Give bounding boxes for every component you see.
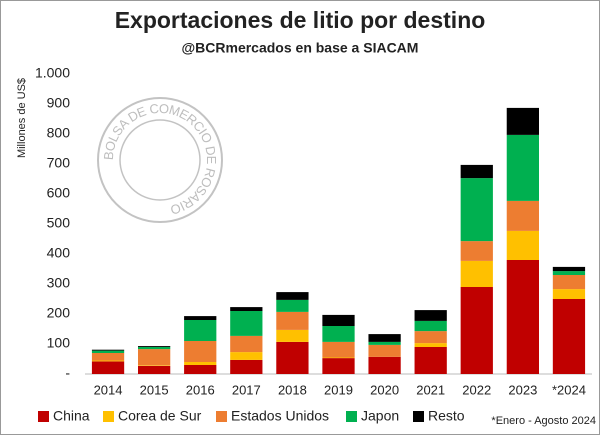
y-tick-label: 300 bbox=[47, 275, 71, 291]
bar-segment bbox=[460, 164, 493, 179]
bar-segment bbox=[506, 260, 539, 374]
bar-segment bbox=[322, 357, 355, 359]
bar-segment bbox=[230, 307, 263, 311]
legend-swatch bbox=[216, 411, 227, 422]
bar-segment bbox=[414, 331, 447, 344]
bar-segment bbox=[138, 349, 171, 366]
bar-segment bbox=[414, 347, 447, 374]
legend-label: Estados Unidos bbox=[231, 408, 329, 424]
y-tick-label: 100 bbox=[47, 335, 71, 351]
bar-segment bbox=[184, 341, 217, 362]
bar-segment bbox=[138, 365, 171, 374]
bar-segment bbox=[414, 343, 447, 347]
bar-segment bbox=[506, 200, 539, 231]
bar-segment bbox=[552, 266, 586, 272]
bar-segment bbox=[230, 311, 263, 336]
bar-segment bbox=[276, 329, 309, 342]
bar-segment bbox=[91, 361, 125, 374]
x-tick-label: 2014 bbox=[94, 382, 123, 397]
bar-segment bbox=[322, 341, 355, 358]
bar-segment bbox=[506, 230, 539, 260]
bar-segment bbox=[506, 107, 539, 135]
bar-segment bbox=[276, 341, 309, 374]
bar-segment bbox=[91, 353, 125, 361]
bar-segment bbox=[322, 314, 355, 326]
x-tick-label: 2017 bbox=[232, 382, 261, 397]
y-tick-label: 600 bbox=[47, 185, 71, 201]
bar-segment bbox=[184, 320, 217, 341]
chart-title: Exportaciones de litio por destino bbox=[115, 7, 486, 33]
y-tick-label: 200 bbox=[47, 305, 71, 321]
legend-label: Japon bbox=[361, 408, 399, 424]
bar-segment bbox=[460, 178, 493, 242]
footnote: *Enero - Agosto 2024 bbox=[491, 415, 596, 427]
bar-segment bbox=[276, 292, 309, 300]
bar-segment bbox=[414, 320, 447, 332]
bar-segment bbox=[276, 311, 309, 330]
bar-segment bbox=[230, 335, 263, 353]
x-tick-label: 2020 bbox=[370, 382, 399, 397]
x-tick-label: 2022 bbox=[462, 382, 491, 397]
bar-segment bbox=[322, 358, 355, 374]
bar-segment bbox=[138, 346, 171, 347]
bar-segment bbox=[368, 344, 401, 357]
legend-label: China bbox=[53, 408, 90, 424]
bar-segment bbox=[322, 326, 355, 342]
legend-swatch bbox=[413, 411, 424, 422]
bar-segment bbox=[91, 349, 125, 351]
x-tick-label: 2021 bbox=[416, 382, 445, 397]
y-tick-label: 400 bbox=[47, 245, 71, 261]
x-tick-label: 2015 bbox=[140, 382, 169, 397]
bar-segment bbox=[184, 316, 217, 320]
bar-segment bbox=[368, 341, 401, 345]
y-tick-label: 900 bbox=[47, 95, 71, 111]
bar-segment bbox=[276, 299, 309, 312]
bar-segment bbox=[414, 310, 447, 321]
bar-segment bbox=[506, 134, 539, 201]
x-tick-label: 2019 bbox=[324, 382, 353, 397]
x-tick-label: 2016 bbox=[186, 382, 215, 397]
bar-segment bbox=[91, 360, 125, 362]
bar-segment bbox=[552, 275, 586, 290]
bar-segment bbox=[91, 350, 125, 353]
y-tick-label: 800 bbox=[47, 125, 71, 141]
x-tick-label: 2018 bbox=[278, 382, 307, 397]
y-tick-label: 500 bbox=[47, 215, 71, 231]
bar-segment bbox=[230, 352, 263, 360]
bar-segment bbox=[552, 299, 586, 374]
y-tick-label: 1.000 bbox=[35, 65, 70, 81]
bar-segment bbox=[368, 334, 401, 342]
bar-segment bbox=[552, 289, 586, 299]
y-tick-label: - bbox=[65, 365, 70, 381]
bar-segment bbox=[138, 347, 171, 350]
legend-swatch bbox=[103, 411, 114, 422]
bar-segment bbox=[460, 260, 493, 287]
bar-segment bbox=[368, 356, 401, 374]
bar-segment bbox=[184, 365, 217, 374]
y-tick-label: 700 bbox=[47, 155, 71, 171]
bar-segment bbox=[230, 359, 263, 374]
bar-segment bbox=[460, 241, 493, 261]
bar-segment bbox=[184, 362, 217, 365]
y-axis-label: Millones de US$ bbox=[16, 78, 28, 158]
x-tick-label: 2023 bbox=[508, 382, 537, 397]
bar-segment bbox=[460, 287, 493, 374]
legend-label: Corea de Sur bbox=[118, 408, 202, 424]
chart-subtitle: @BCRmercados en base a SIACAM bbox=[182, 40, 419, 56]
legend-swatch bbox=[346, 411, 357, 422]
bar-segment bbox=[552, 271, 586, 275]
x-tick-label: *2024 bbox=[552, 382, 586, 397]
legend-label: Resto bbox=[428, 408, 465, 424]
bar-segment bbox=[138, 365, 171, 366]
legend-swatch bbox=[38, 411, 49, 422]
